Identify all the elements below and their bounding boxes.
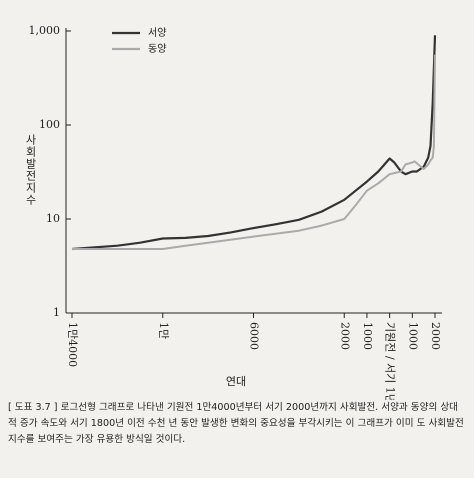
y-tick-label: 100: [39, 118, 60, 131]
y-tick-label: 10: [46, 212, 60, 225]
series-line: [72, 54, 436, 250]
series-line: [71, 35, 437, 251]
chart: 사회발전지수 연대 1 10 100 1,000 1만4000 1만 6000 2000 100…: [24, 24, 442, 400]
y-axis-label: 사회발전지수: [24, 134, 37, 206]
caption: [ 도표 3.7 ] 로그선형 그래프로 나타낸 기원전 1만4000년부터 서…: [8, 402, 464, 445]
x-tick-label: 2000: [338, 322, 351, 350]
legend-label: 서양: [148, 27, 166, 39]
x-tick-label: 2000: [429, 322, 442, 350]
x-tick-label: 기원전 / 서기 1년: [384, 322, 397, 400]
y-tick-label: 1: [53, 306, 60, 319]
x-axis-label: 연대: [226, 375, 246, 388]
x-tick-label: 1000: [406, 322, 419, 350]
y-tick-label: 1,000: [29, 24, 61, 37]
x-tick-label: 1만4000: [66, 322, 79, 367]
x-tick-label: 1만: [157, 322, 170, 339]
x-tick-label: 6000: [248, 322, 261, 350]
legend-label: 동양: [148, 43, 166, 55]
x-tick-label: 1000: [361, 322, 374, 350]
